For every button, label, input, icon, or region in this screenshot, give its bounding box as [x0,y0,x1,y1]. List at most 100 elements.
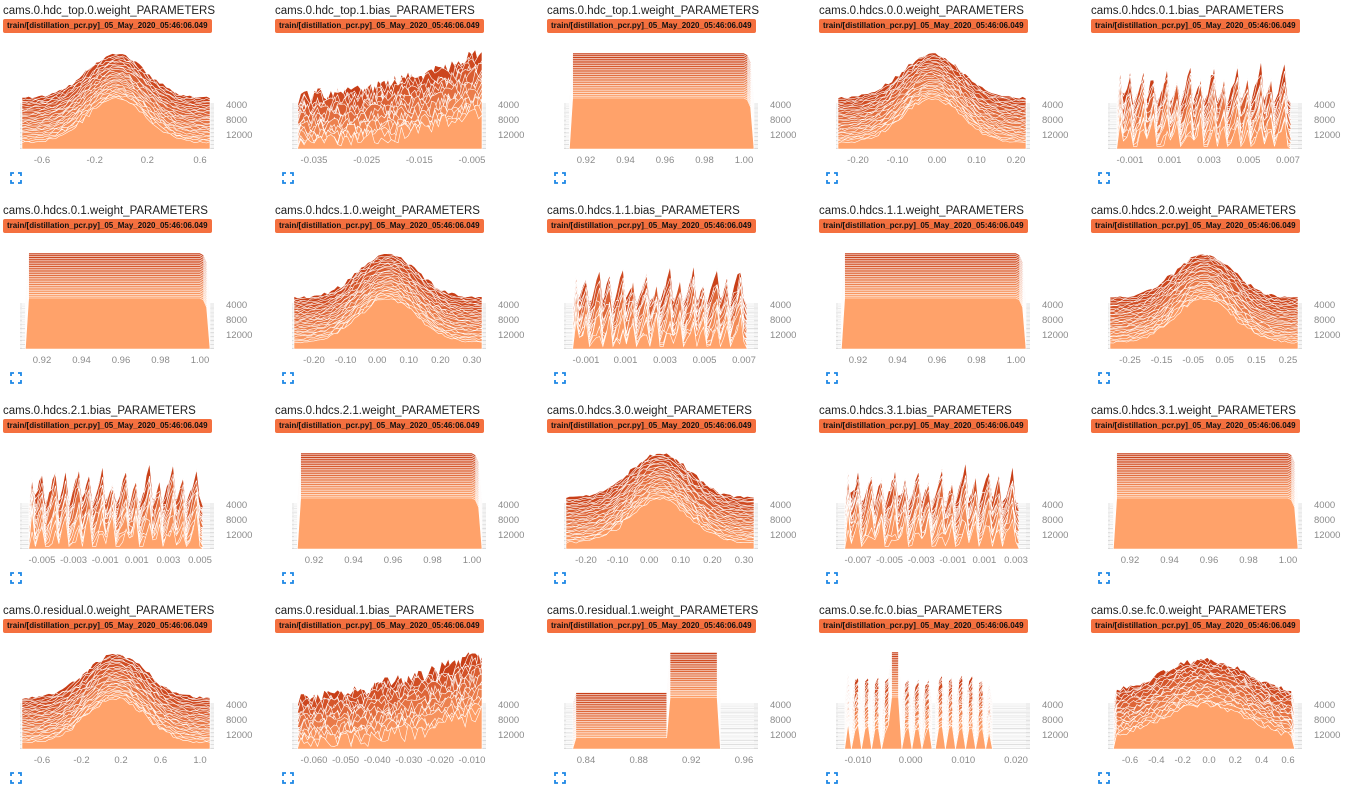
y-tick-label: 12000 [1042,730,1068,741]
x-tick-label: 0.98 [423,555,442,566]
x-tick-label: 0.001 [614,355,638,366]
chart-title: cams.0.residual.1.bias_PARAMETERS [275,605,475,617]
y-tick-label: 4000 [1042,300,1063,311]
histogram-chart: -0.25 -0.15 -0.05 0.05 0.15 0.25 4000 8000 12000 [1108,253,1340,366]
expand-icon[interactable] [1098,372,1110,384]
x-tick-label: 0.96 [1200,555,1219,566]
y-tick-label: 12000 [226,130,252,141]
x-tick-label: 0.001 [973,555,997,566]
histogram-card: cams.0.residual.1.bias_PARAMETERS train/[… [272,602,544,802]
run-badge: train/[distillation_pcr.py]_05_May_2020_… [1091,219,1300,233]
x-tick-label: -0.015 [406,155,433,166]
x-tick-label: 0.94 [72,355,91,366]
expand-icon[interactable] [554,372,566,384]
chart-title: cams.0.hdcs.0.1.weight_PARAMETERS [3,205,208,217]
histogram-step-layer [21,97,211,150]
histogram-card: cams.0.residual.0.weight_PARAMETERS train… [0,602,272,802]
expand-icon[interactable] [282,372,294,384]
y-tick-label: 12000 [1314,730,1340,741]
x-tick-label: -0.010 [845,755,872,766]
x-tick-label: 0.84 [577,755,596,766]
expand-icon[interactable] [554,572,566,584]
x-tick-label: -0.6 [34,155,50,166]
expand-icon[interactable] [826,172,838,184]
expand-icon[interactable] [826,372,838,384]
x-tick-label: 0.10 [967,155,986,166]
x-tick-label: 0.94 [344,555,363,566]
expand-icon[interactable] [1098,172,1110,184]
expand-icon[interactable] [826,572,838,584]
y-tick-label: 8000 [770,715,791,726]
x-tick-label: 0.30 [463,355,482,366]
y-tick-label: 8000 [770,315,791,326]
x-tick-label: -0.035 [301,155,328,166]
x-tick-label: 0.10 [672,555,691,566]
y-tick-label: 4000 [226,500,247,511]
y-tick-label: 12000 [226,730,252,741]
x-tick-label: 0.98 [1239,555,1258,566]
expand-icon[interactable] [282,772,294,784]
histogram-chart: -0.20 -0.10 0.00 0.10 0.20 0.30 4000 8000 12000 [292,253,524,366]
y-tick-label: 8000 [226,115,247,126]
histogram-chart: 0.92 0.94 0.96 0.98 1.00 4000 8000 12000 [20,252,252,366]
x-tick-label: 0.96 [656,155,675,166]
histogram-card: cams.0.hdcs.1.1.weight_PARAMETERS train/[… [816,202,1088,402]
y-tick-label: 4000 [770,500,791,511]
expand-icon[interactable] [282,172,294,184]
y-tick-label: 4000 [226,700,247,711]
x-tick-label: -0.4 [1148,755,1164,766]
expand-icon[interactable] [282,572,294,584]
y-tick-label: 8000 [1314,515,1335,526]
chart-title: cams.0.hdcs.3.1.bias_PARAMETERS [819,405,1012,417]
run-badge: train/[distillation_pcr.py]_05_May_2020_… [819,219,1028,233]
expand-icon[interactable] [10,172,22,184]
expand-icon[interactable] [10,772,22,784]
expand-icon[interactable] [10,572,22,584]
histogram-step-layer [838,515,1026,550]
histogram-card: cams.0.hdc_top.1.weight_PARAMETERS train/… [544,2,816,202]
x-tick-label: 0.6 [193,155,206,166]
expand-icon[interactable] [826,772,838,784]
x-tick-label: 0.96 [735,755,754,766]
histogram-step-layer [22,510,210,550]
y-tick-label: 8000 [226,515,247,526]
chart-title: cams.0.hdc_top.0.weight_PARAMETERS [3,5,215,17]
x-tick-label: 0.30 [735,555,754,566]
x-tick-label: 0.005 [693,355,717,366]
run-badge: train/[distillation_pcr.py]_05_May_2020_… [275,619,484,633]
x-tick-label: 0.15 [1247,355,1266,366]
x-tick-label: 0.94 [616,155,635,166]
x-tick-label: 0.000 [899,755,923,766]
histogram-step-layer [837,98,1027,150]
expand-icon[interactable] [10,372,22,384]
expand-icon[interactable] [1098,572,1110,584]
histogram-step-layer [1110,113,1298,150]
x-tick-label: 0.6 [154,755,167,766]
y-tick-label: 12000 [1314,530,1340,541]
x-tick-label: -0.003 [60,555,87,566]
y-tick-label: 8000 [498,115,519,126]
histogram-chart: -0.005 -0.003 -0.001 0.001 0.003 0.005 4000 800… [20,463,252,566]
histogram-chart: -0.6 -0.4 -0.2 0.0 0.2 0.4 0.6 4000 8000 12000 [1108,657,1340,766]
x-tick-label: 0.20 [1007,155,1026,166]
expand-icon[interactable] [554,172,566,184]
chart-title: cams.0.hdcs.1.0.weight_PARAMETERS [275,205,480,217]
histogram-chart: 0.92 0.94 0.96 0.98 1.00 4000 8000 12000 [836,252,1068,366]
y-tick-label: 12000 [770,530,796,541]
expand-icon[interactable] [1098,772,1110,784]
histogram-card: cams.0.se.fc.0.weight_PARAMETERS train/[d… [1088,602,1348,802]
histogram-step-layer [1110,702,1298,750]
x-tick-label: 0.94 [888,355,907,366]
y-tick-label: 12000 [226,330,252,341]
y-tick-label: 12000 [226,530,252,541]
x-tick-label: 0.20 [703,555,722,566]
histogram-chart: -0.001 0.001 0.003 0.005 0.007 4000 8000 12000 [1108,60,1340,166]
y-tick-label: 4000 [770,300,791,311]
y-tick-label: 4000 [770,100,791,111]
expand-icon[interactable] [554,772,566,784]
x-tick-label: 0.96 [384,555,403,566]
x-tick-label: -0.005 [29,555,56,566]
y-tick-label: 12000 [1042,530,1068,541]
histogram-step-layer [566,697,754,750]
chart-title: cams.0.hdcs.2.1.weight_PARAMETERS [275,405,480,417]
